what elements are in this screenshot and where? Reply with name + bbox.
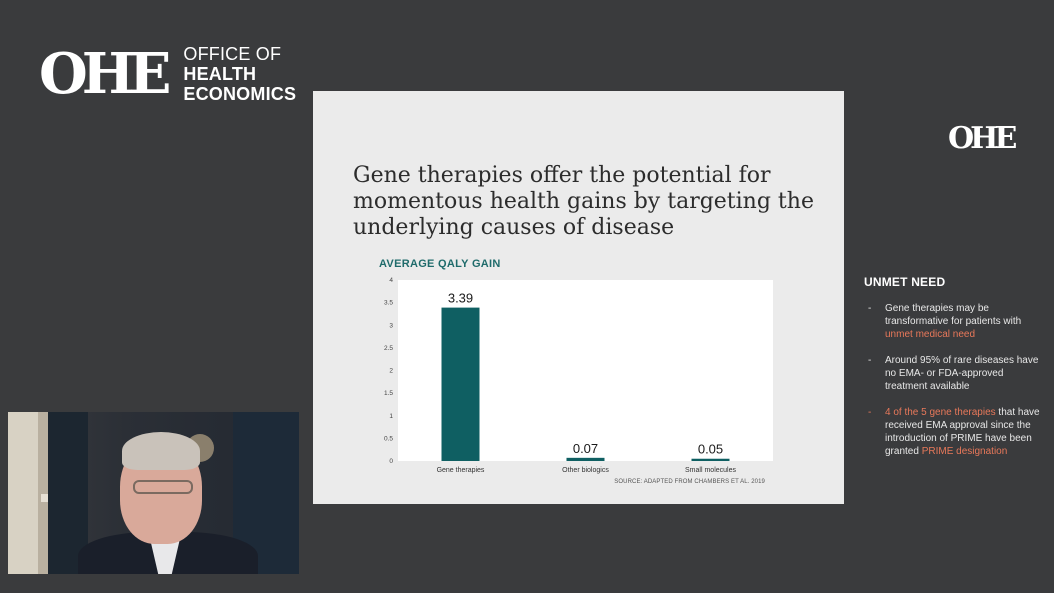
video-light-switch xyxy=(41,494,49,502)
chart-source: SOURCE: ADAPTED FROM CHAMBERS ET AL. 201… xyxy=(614,479,765,485)
slide-title: Gene therapies offer the potential for m… xyxy=(353,163,814,240)
bar-data-label: 0.07 xyxy=(573,441,598,456)
speaker-video-feed xyxy=(8,412,299,574)
y-tick-label: 1.5 xyxy=(384,390,393,397)
chart-title: AVERAGE QALY GAIN xyxy=(379,258,501,270)
speaker-hair xyxy=(122,432,200,470)
bullet-dash: - xyxy=(868,355,872,366)
side-ohe-logo: OHE xyxy=(948,121,1017,156)
bullet-dash: - xyxy=(868,407,872,418)
ohe-logo-mark: OHE xyxy=(39,41,171,107)
bar-data-label: 3.39 xyxy=(448,291,473,306)
side-heading: UNMET NEED xyxy=(864,275,946,289)
video-door-frame xyxy=(38,412,48,574)
bar xyxy=(566,457,605,461)
video-door xyxy=(8,412,38,574)
side-bullet-2: - Around 95% of rare diseases have no EM… xyxy=(864,354,1044,393)
ohe-logo-text: OFFICE OF HEALTH ECONOMICS xyxy=(183,44,296,104)
bullet-3-highlight-2: PRIME designation xyxy=(921,446,1008,457)
bullet-1-text: Gene therapies may be transformative for… xyxy=(885,303,1022,327)
bar xyxy=(691,458,730,461)
x-category-label: Other biologics xyxy=(562,467,609,474)
bar-data-label: 0.05 xyxy=(698,442,723,457)
bullet-3-highlight-1: 4 of the 5 gene therapies xyxy=(885,407,996,418)
bar xyxy=(441,307,480,461)
logo-line-3: ECONOMICS xyxy=(183,84,297,104)
y-tick-label: 0.5 xyxy=(384,435,393,442)
bullet-3-text: that have received EMA approval since th… xyxy=(885,407,1040,457)
side-notes-panel: UNMET NEED - Gene therapies may be trans… xyxy=(864,275,1044,471)
x-category-label: Gene therapies xyxy=(437,467,485,474)
side-bullet-1: - Gene therapies may be transformative f… xyxy=(864,302,1044,341)
x-category-label: Small molecules xyxy=(685,467,736,474)
y-tick-label: 0 xyxy=(389,458,393,465)
logo-line-2: HEALTH xyxy=(183,64,257,84)
y-tick-label: 3.5 xyxy=(384,300,393,307)
logo-line-1: OFFICE OF xyxy=(183,44,282,64)
qaly-bar-chart: 0 0.5 1 1.5 2 2.5 3 3.5 4 3.39 Gene therapies 0.07 O… xyxy=(384,277,773,474)
bullet-1-highlight: unmet medical need xyxy=(885,329,976,340)
bullet-2-text: Around 95% of rare diseases have no EMA-… xyxy=(885,355,1039,392)
side-bullet-3: - 4 of the 5 gene therapies that have re… xyxy=(864,406,1044,458)
slide: Gene therapies offer the potential for m… xyxy=(313,91,844,504)
bullet-dash: - xyxy=(868,303,872,314)
speaker-glasses xyxy=(133,480,193,494)
y-tick-label: 4 xyxy=(389,277,393,284)
y-tick-label: 1 xyxy=(389,413,393,420)
y-tick-label: 3 xyxy=(389,322,393,329)
ohe-logo: OHE OFFICE OF HEALTH ECONOMICS xyxy=(39,44,296,104)
y-tick-label: 2 xyxy=(389,368,393,375)
y-tick-label: 2.5 xyxy=(384,345,393,352)
